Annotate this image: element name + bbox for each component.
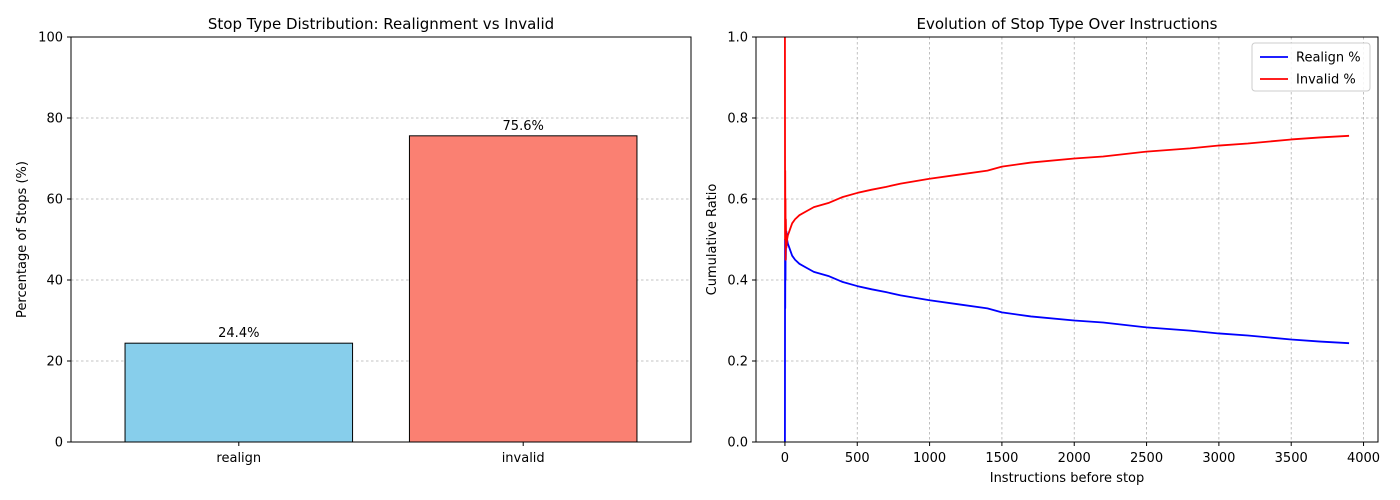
bar-chart-plot-frame [70, 36, 692, 443]
line-chart-legend: Realign % Invalid % [1251, 42, 1371, 92]
x-tick-label: 500 [845, 451, 870, 466]
y-tick-label: 0.6 [727, 193, 748, 208]
line-chart-title: Evolution of Stop Type Over Instructions [917, 15, 1218, 33]
y-tick-label: 100 [38, 31, 63, 46]
y-tick-label: 40 [46, 274, 63, 289]
line-chart-plot-frame [755, 36, 1379, 443]
legend-entry: Realign % [1296, 51, 1361, 66]
x-tick-label: 1500 [985, 451, 1018, 466]
line-chart-y-axis-label: Cumulative Ratio [705, 184, 720, 296]
line-chart-y-ticks: 0.0 0.2 0.4 0.6 0.8 1.0 [727, 31, 756, 451]
legend-entry: Invalid % [1296, 73, 1356, 88]
bar-chart-y-ticks: 0 20 40 60 80 100 [38, 31, 71, 451]
y-tick-label: 0.4 [727, 274, 748, 289]
bar-chart-bars [124, 135, 638, 443]
bar-invalid [408, 135, 638, 443]
y-tick-label: 0.2 [727, 355, 748, 370]
line-chart-gridlines [756, 37, 1378, 442]
x-tick-label: invalid [502, 451, 545, 466]
line-chart-series [784, 36, 1350, 443]
bar-value-label: 75.6% [503, 119, 544, 134]
bar-chart-title: Stop Type Distribution: Realignment vs I… [208, 15, 554, 33]
x-tick-label: 3000 [1202, 451, 1235, 466]
line-chart-x-ticks: 0 500 1000 1500 2000 2500 3000 3500 4000 [781, 442, 1380, 466]
bar-chart-x-ticks: realign invalid [216, 442, 545, 466]
y-tick-label: 80 [46, 112, 63, 127]
line-chart-x-axis-label: Instructions before stop [990, 471, 1145, 486]
line-chart: Evolution of Stop Type Over Instructions… [705, 15, 1380, 486]
x-tick-label: realign [216, 451, 261, 466]
x-tick-label: 3500 [1275, 451, 1308, 466]
bar-realign [124, 342, 354, 443]
x-tick-label: 0 [781, 451, 789, 466]
bar-chart-value-labels: 24.4% 75.6% [218, 119, 544, 341]
y-tick-label: 0.8 [727, 112, 748, 127]
y-tick-label: 1.0 [727, 31, 748, 46]
x-tick-label: 2500 [1130, 451, 1163, 466]
y-tick-label: 0.0 [727, 436, 748, 451]
realign-series-line [784, 218, 1350, 443]
y-tick-label: 0 [55, 436, 63, 451]
x-tick-label: 1000 [913, 451, 946, 466]
y-tick-label: 60 [46, 193, 63, 208]
x-tick-label: 4000 [1347, 451, 1380, 466]
bar-chart: Stop Type Distribution: Realignment vs I… [15, 15, 692, 466]
x-tick-label: 2000 [1058, 451, 1091, 466]
invalid-series-line [784, 36, 1350, 261]
bar-value-label: 24.4% [218, 326, 259, 341]
y-tick-label: 20 [46, 355, 63, 370]
bar-chart-y-axis-label: Percentage of Stops (%) [15, 161, 30, 318]
